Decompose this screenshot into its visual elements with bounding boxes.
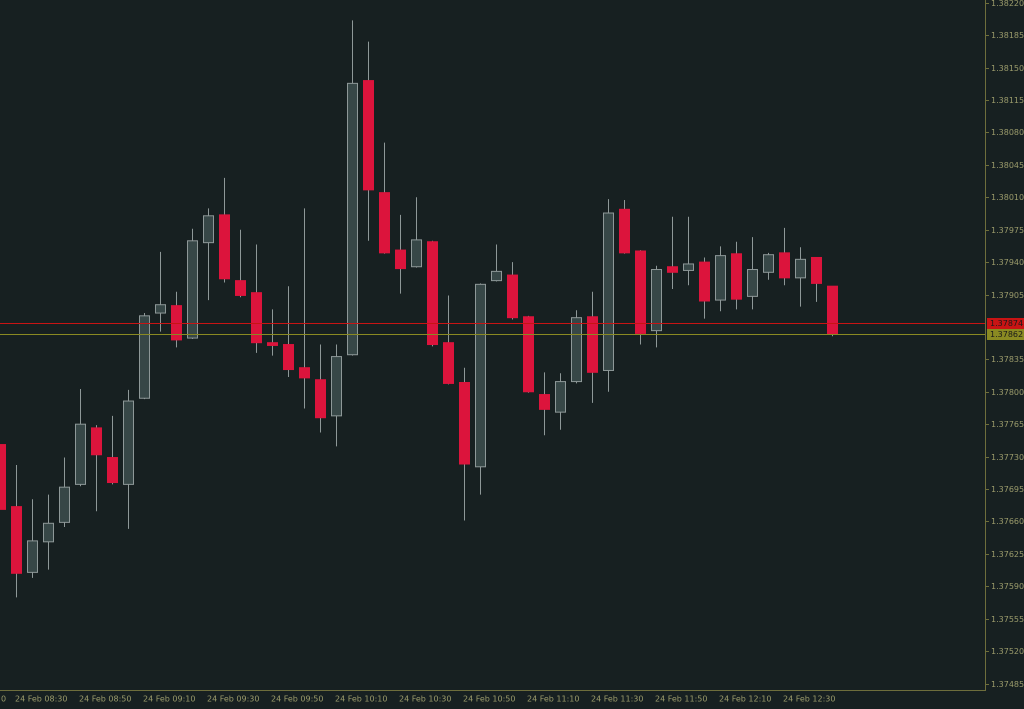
candle-body-up bbox=[475, 283, 486, 468]
candle-body-down bbox=[0, 444, 6, 510]
candle-body-down bbox=[219, 214, 230, 280]
candle-body-down bbox=[91, 427, 102, 456]
y-tick-label: 1.37800 bbox=[991, 388, 1024, 397]
candle-body-down bbox=[779, 252, 790, 279]
candle-body-down bbox=[299, 367, 310, 379]
candle-body-down bbox=[619, 208, 630, 254]
candle-body-up bbox=[347, 82, 358, 356]
candle-body-up bbox=[747, 269, 758, 297]
candle-body-up bbox=[123, 400, 134, 485]
y-tick-label: 1.37765 bbox=[991, 420, 1024, 429]
candle-body-up bbox=[155, 304, 166, 314]
x-tick-label: 24 Feb 08:30 bbox=[15, 695, 67, 704]
price-label-box bbox=[987, 329, 1024, 340]
candle-body-up bbox=[715, 255, 726, 301]
candle-body-down bbox=[811, 256, 822, 284]
candle-body-up bbox=[683, 263, 694, 271]
candle-body-down bbox=[459, 382, 470, 465]
candle-body-down bbox=[827, 285, 838, 335]
candle-body-down bbox=[107, 457, 118, 484]
y-tick-label: 1.37485 bbox=[991, 680, 1024, 689]
candle-body-up bbox=[651, 269, 662, 332]
candle-body-up bbox=[331, 356, 342, 417]
candle-body-down bbox=[379, 192, 390, 254]
y-tick-label: 1.37905 bbox=[991, 291, 1024, 300]
candle-body-down bbox=[523, 316, 534, 393]
candle-body-down bbox=[587, 316, 598, 373]
x-tick-label: 24 Feb 09:30 bbox=[207, 695, 259, 704]
x-tick-label: 24 Feb 09:50 bbox=[271, 695, 323, 704]
y-tick-label: 1.37660 bbox=[991, 517, 1024, 526]
candle-body-up bbox=[571, 317, 582, 383]
candle-body-up bbox=[603, 212, 614, 371]
candle-body-down bbox=[731, 253, 742, 300]
y-tick-label: 1.37730 bbox=[991, 453, 1024, 462]
y-tick-label: 1.37625 bbox=[991, 550, 1024, 559]
candle-body-up bbox=[59, 486, 70, 523]
x-tick-label: 24 Feb 08:50 bbox=[79, 695, 131, 704]
candle-body-up bbox=[27, 540, 38, 573]
candle-body-down bbox=[699, 261, 710, 302]
price-label: 1.37862 bbox=[990, 330, 1023, 339]
y-tick-label: 1.37835 bbox=[991, 355, 1024, 364]
x-tick-label: 24 Feb 12:10 bbox=[719, 695, 771, 704]
x-tick-label: 0 bbox=[1, 695, 6, 704]
candle-body-up bbox=[43, 522, 54, 543]
y-tick-label: 1.37555 bbox=[991, 615, 1024, 624]
y-tick-label: 1.37695 bbox=[991, 485, 1024, 494]
x-tick-label: 24 Feb 11:10 bbox=[527, 695, 579, 704]
candle-body-down bbox=[267, 342, 278, 346]
y-tick-label: 1.37975 bbox=[991, 226, 1024, 235]
y-tick-label: 1.38185 bbox=[991, 31, 1024, 40]
candle-body-down bbox=[395, 249, 406, 270]
candle-body-down bbox=[363, 80, 374, 191]
candle-body-down bbox=[283, 344, 294, 371]
y-tick-label: 1.38220 bbox=[991, 0, 1024, 8]
candle-body-down bbox=[11, 506, 22, 574]
candle-body-down bbox=[427, 241, 438, 346]
x-tick-label: 24 Feb 10:30 bbox=[399, 695, 451, 704]
candle-body-up bbox=[411, 239, 422, 268]
y-tick-label: 1.38080 bbox=[991, 128, 1024, 137]
y-tick-label: 1.37520 bbox=[991, 647, 1024, 656]
candle-body-up bbox=[491, 270, 502, 282]
x-tick-label: 24 Feb 12:30 bbox=[783, 695, 835, 704]
candle-body-down bbox=[667, 266, 678, 273]
x-tick-label: 24 Feb 10:50 bbox=[463, 695, 515, 704]
y-tick-label: 1.37940 bbox=[991, 258, 1024, 267]
candle-body-up bbox=[555, 381, 566, 413]
candle-body-down bbox=[171, 305, 182, 341]
candle-body-up bbox=[187, 240, 198, 339]
candle-body-down bbox=[251, 292, 262, 344]
candle-body-up bbox=[203, 215, 214, 244]
x-tick-label: 24 Feb 09:10 bbox=[143, 695, 195, 704]
x-tick-label: 24 Feb 11:30 bbox=[591, 695, 643, 704]
y-tick-label: 1.38045 bbox=[991, 161, 1024, 170]
x-tick-label: 24 Feb 10:10 bbox=[335, 695, 387, 704]
y-tick-label: 1.38150 bbox=[991, 64, 1024, 73]
y-tick-label: 1.37590 bbox=[991, 582, 1024, 591]
candle-body-down bbox=[315, 379, 326, 419]
candle-body-up bbox=[75, 423, 86, 485]
y-tick-label: 1.38115 bbox=[991, 96, 1024, 105]
candle-body-down bbox=[235, 280, 246, 296]
price-label-box bbox=[987, 318, 1024, 329]
candle-body-up bbox=[795, 258, 806, 279]
candle-body-up bbox=[139, 315, 150, 399]
y-tick-label: 1.38010 bbox=[991, 193, 1024, 202]
x-tick-label: 24 Feb 11:50 bbox=[655, 695, 707, 704]
candle-body-down bbox=[539, 394, 550, 410]
price-label: 1.37874 bbox=[990, 319, 1023, 328]
candle-body-down bbox=[635, 250, 646, 334]
candle-body-up bbox=[763, 254, 774, 273]
candle-body-down bbox=[443, 342, 454, 384]
candle-body-down bbox=[507, 274, 518, 319]
